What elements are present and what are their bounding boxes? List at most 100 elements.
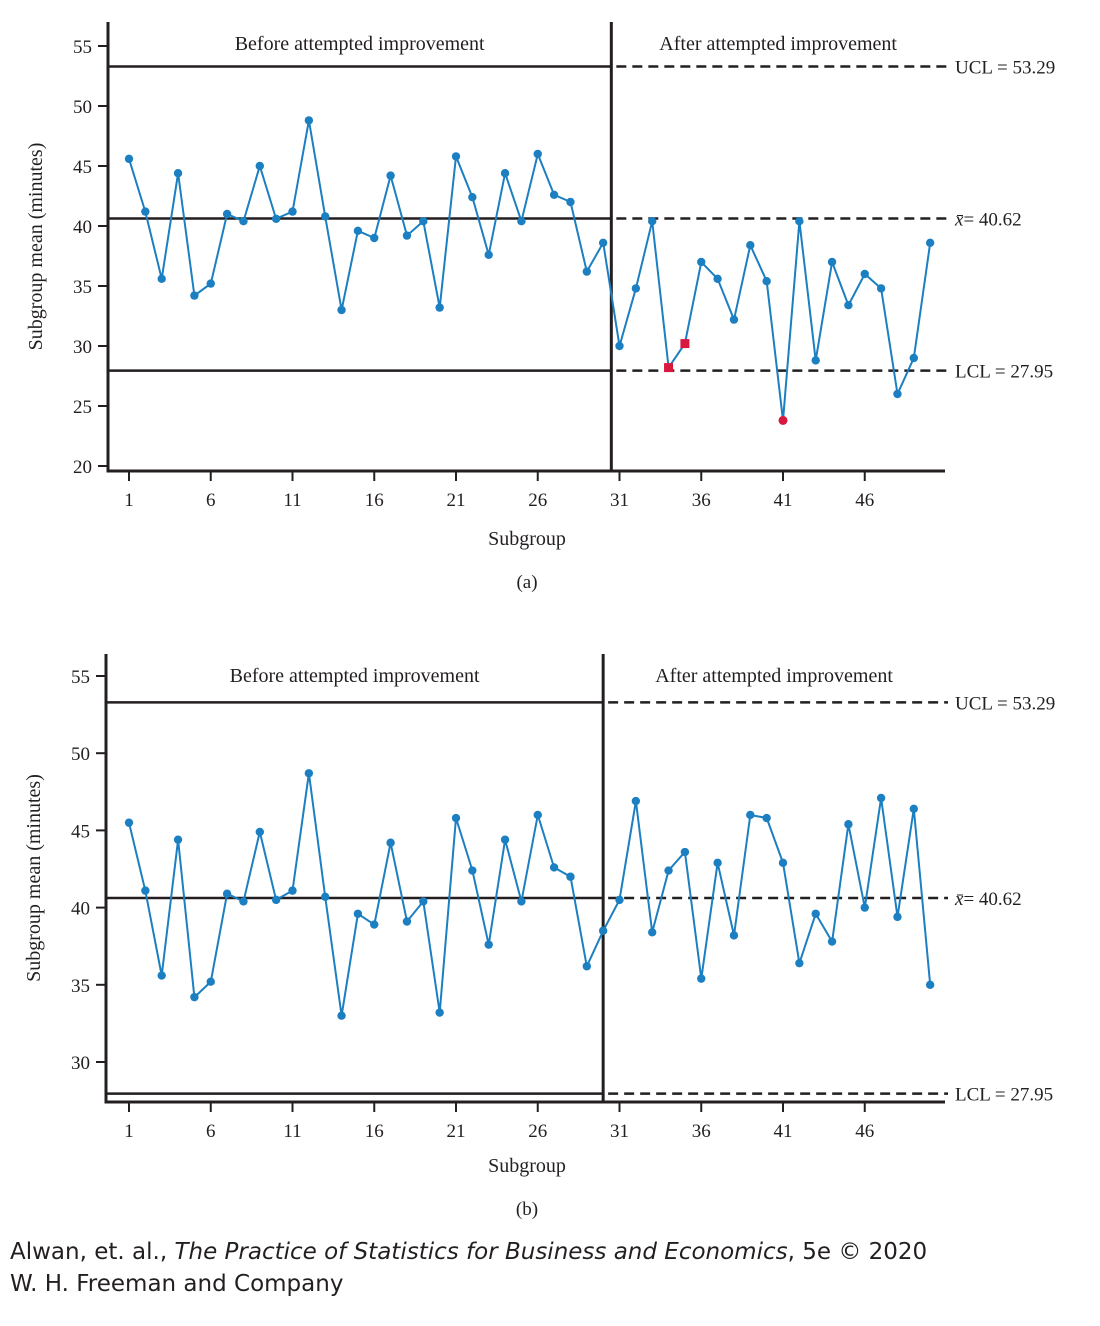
credit-authors: Alwan, et. al., bbox=[10, 1239, 175, 1265]
data-point bbox=[271, 214, 281, 223]
x-tick-label: 41 bbox=[774, 490, 793, 511]
data-point bbox=[549, 863, 559, 872]
x-tick-label: 41 bbox=[774, 1121, 793, 1142]
panel-label: (b) bbox=[516, 1199, 538, 1220]
data-point bbox=[222, 889, 232, 898]
data-point bbox=[222, 209, 232, 219]
data-point bbox=[598, 238, 608, 247]
x-tick-label: 21 bbox=[447, 490, 466, 511]
data-point bbox=[648, 217, 657, 226]
series-line bbox=[128, 773, 932, 1016]
data-point bbox=[925, 238, 935, 247]
credit-book-title: The Practice of Statistics for Business … bbox=[174, 1239, 788, 1265]
data-point bbox=[925, 980, 935, 989]
data-point bbox=[500, 169, 510, 178]
x-tick-label: 16 bbox=[365, 1121, 384, 1142]
data-point bbox=[141, 886, 150, 895]
data-point bbox=[288, 207, 297, 216]
data-point bbox=[533, 810, 542, 820]
data-point bbox=[435, 1008, 444, 1017]
data-point bbox=[124, 818, 134, 827]
data-point bbox=[370, 920, 379, 929]
y-tick-label: 30 bbox=[71, 1053, 90, 1074]
flagged-point-circle bbox=[778, 415, 788, 425]
data-point bbox=[402, 917, 412, 926]
data-point bbox=[500, 835, 510, 844]
data-point bbox=[484, 250, 493, 259]
x-double-bar-symbol: x̄̄ bbox=[954, 210, 964, 231]
data-point bbox=[582, 267, 591, 276]
data-point bbox=[746, 241, 755, 250]
series-line-group bbox=[128, 773, 932, 1016]
data-point bbox=[615, 341, 624, 351]
x-axis-title: Subgroup bbox=[488, 1155, 566, 1177]
data-point bbox=[419, 217, 428, 226]
data-point bbox=[304, 769, 314, 778]
data-point bbox=[255, 161, 264, 171]
data-point bbox=[468, 193, 477, 202]
data-point bbox=[827, 257, 837, 267]
data-point bbox=[304, 116, 314, 125]
y-tick-label: 50 bbox=[71, 744, 90, 765]
center-line-value: = 40.62 bbox=[963, 210, 1021, 231]
y-tick-label: 55 bbox=[73, 37, 92, 58]
y-tick-label: 40 bbox=[73, 217, 92, 238]
x-tick-label: 26 bbox=[528, 490, 547, 511]
data-point bbox=[255, 827, 264, 837]
data-point bbox=[337, 1011, 346, 1020]
x-tick-label: 1 bbox=[124, 490, 134, 511]
series-line bbox=[128, 120, 932, 421]
points-group bbox=[124, 769, 935, 1020]
data-point bbox=[337, 305, 346, 315]
labels-group: UCL = 53.29 x̄̄= 40.62 LCL = 27.95 Before a… bbox=[25, 33, 1055, 593]
labels-group: UCL = 53.29 x̄̄= 40.62 LCL = 27.95 Before a… bbox=[23, 665, 1055, 1220]
y-tick-label: 45 bbox=[71, 821, 90, 842]
data-point bbox=[598, 926, 608, 935]
data-point bbox=[648, 928, 657, 937]
data-point bbox=[173, 169, 183, 178]
data-point bbox=[778, 858, 788, 868]
data-point bbox=[566, 197, 575, 207]
data-point bbox=[549, 190, 559, 199]
data-point bbox=[582, 962, 591, 971]
data-point bbox=[713, 858, 722, 868]
data-point bbox=[353, 226, 363, 235]
data-point bbox=[271, 895, 281, 905]
y-tick-label: 25 bbox=[73, 397, 92, 418]
data-point bbox=[206, 977, 215, 986]
phase-label-after: After attempted improvement bbox=[659, 33, 897, 55]
data-point bbox=[876, 793, 886, 803]
data-point bbox=[157, 971, 166, 980]
data-point bbox=[811, 909, 820, 918]
x-tick-label: 36 bbox=[692, 490, 711, 511]
credit-edition: , 5e © 2020 bbox=[787, 1239, 928, 1265]
phase-label-before: Before attempted improvement bbox=[230, 665, 480, 687]
data-point bbox=[141, 207, 150, 216]
source-credit: Alwan, et. al., The Practice of Statisti… bbox=[10, 1236, 1090, 1300]
data-point bbox=[124, 154, 134, 163]
data-point bbox=[680, 847, 690, 857]
flagged-point-square bbox=[680, 339, 690, 349]
data-point bbox=[909, 804, 918, 813]
data-point bbox=[811, 356, 820, 365]
lcl-label: LCL = 27.95 bbox=[955, 362, 1053, 383]
y-tick-label: 30 bbox=[73, 337, 92, 358]
data-point bbox=[517, 897, 526, 906]
x-axis-title: Subgroup bbox=[488, 528, 566, 550]
x-tick-label: 46 bbox=[855, 490, 874, 511]
data-point bbox=[353, 909, 363, 918]
data-point bbox=[795, 958, 804, 968]
x-ticks: 1 6 11 16 21 26 31 36 41 46 bbox=[124, 1102, 874, 1142]
data-point bbox=[517, 217, 526, 226]
y-axis-title: Subgroup mean (minutes) bbox=[25, 143, 47, 351]
flagged-point-square bbox=[664, 363, 674, 373]
center-line-label: x̄̄= 40.62 bbox=[954, 210, 1022, 231]
y-tick-label: 35 bbox=[71, 976, 90, 997]
x-ticks: 1 6 11 16 21 26 31 36 41 46 bbox=[124, 471, 874, 511]
lcl-label: LCL = 27.95 bbox=[955, 1085, 1053, 1106]
x-tick-label: 6 bbox=[206, 490, 216, 511]
y-tick-label: 55 bbox=[71, 667, 90, 688]
x-tick-label: 26 bbox=[528, 1121, 547, 1142]
